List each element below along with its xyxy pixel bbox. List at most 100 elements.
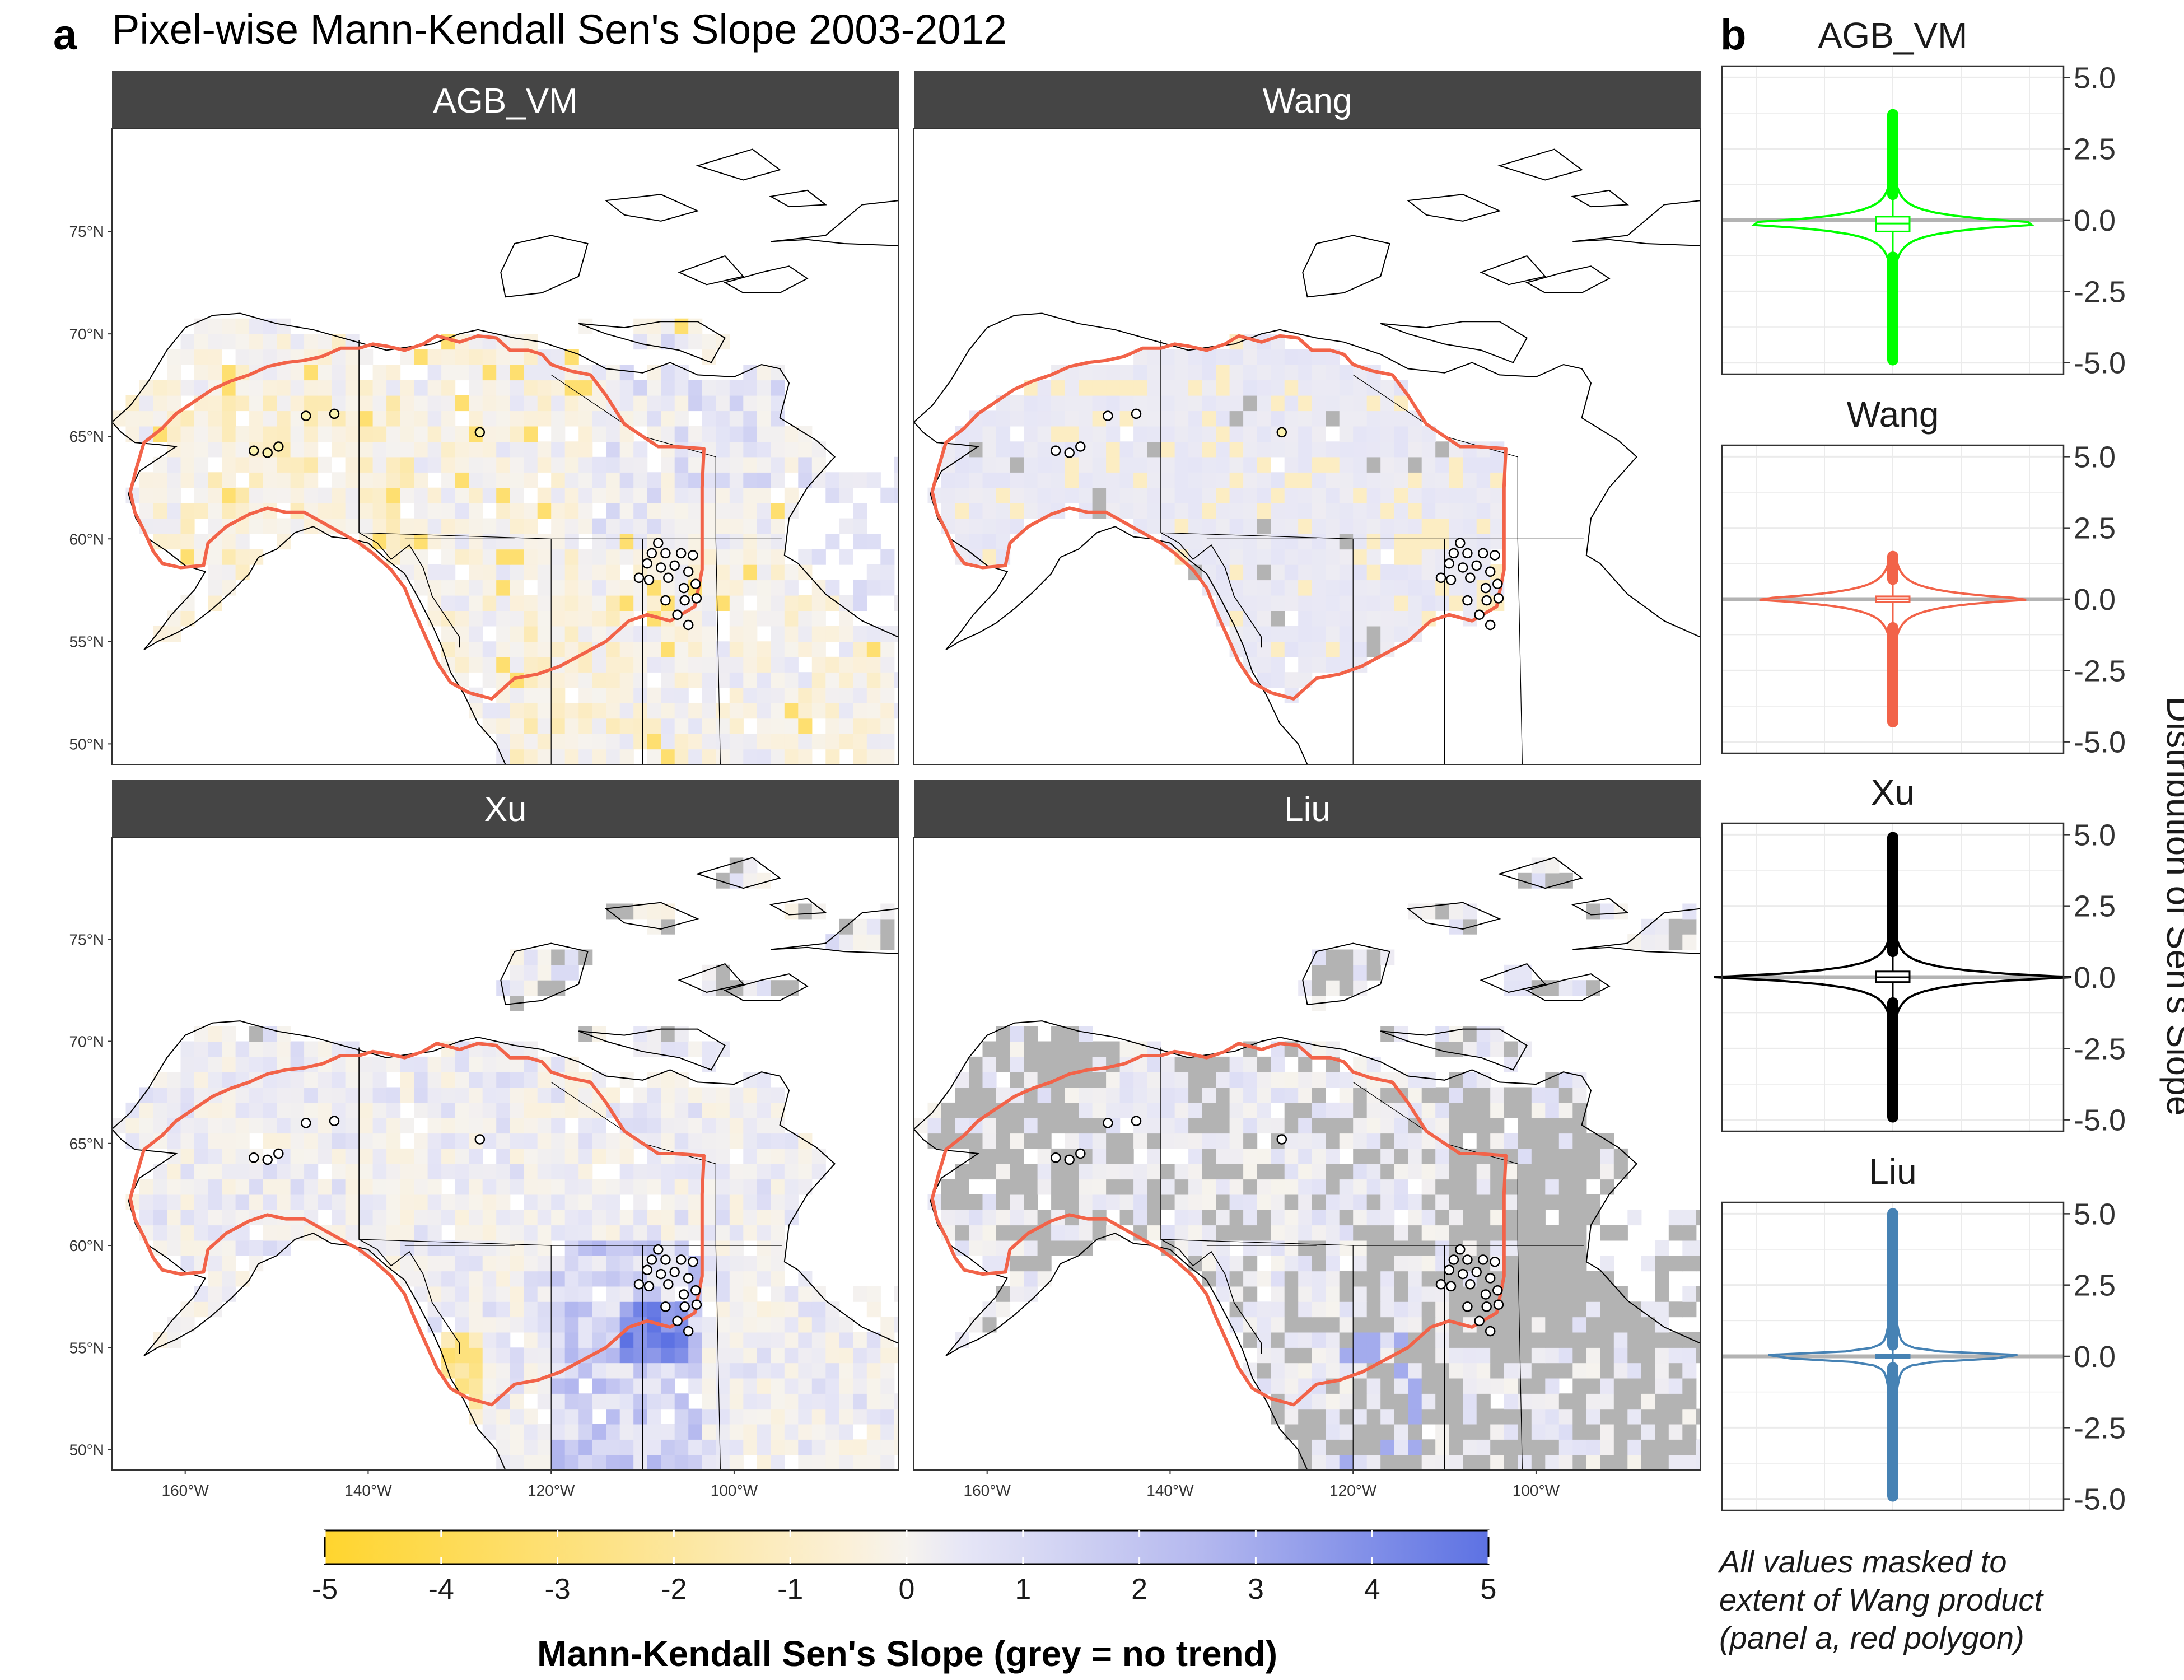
raster-cell <box>496 641 511 657</box>
raster-cell <box>455 595 469 611</box>
raster-cell <box>771 518 785 534</box>
raster-cell <box>839 656 853 673</box>
raster-cell <box>1586 1317 1600 1333</box>
field-site <box>669 560 680 571</box>
raster-cell <box>359 1133 374 1149</box>
raster-cell <box>578 656 593 673</box>
raster-cell <box>263 1041 277 1057</box>
raster-cell <box>1326 949 1340 965</box>
raster-cell <box>482 456 497 473</box>
raster-cell <box>1339 1240 1354 1256</box>
raster-cell <box>1545 1454 1560 1470</box>
raster-cell <box>537 549 552 565</box>
lat-tick-label: 65°N <box>69 428 104 445</box>
raster-cell <box>1476 1424 1491 1440</box>
raster-cell <box>496 1424 511 1440</box>
raster-cell <box>757 503 771 519</box>
raster-cell <box>1243 1056 1258 1072</box>
raster-cell <box>469 1408 483 1425</box>
raster-cell <box>400 549 414 565</box>
raster-cell <box>606 1256 620 1272</box>
raster-cell <box>1243 1087 1258 1103</box>
raster-cell <box>1476 1194 1491 1210</box>
raster-cell <box>606 1240 620 1256</box>
raster-cell <box>771 1408 785 1425</box>
raster-cell <box>1106 380 1121 396</box>
raster-cell <box>839 549 853 565</box>
raster-cell <box>441 1056 456 1072</box>
raster-cell <box>510 365 524 381</box>
raster-cell <box>524 964 538 981</box>
raster-cell <box>524 564 538 581</box>
raster-cell <box>1449 1225 1463 1241</box>
raster-cell <box>633 703 648 719</box>
raster-cell <box>757 595 771 611</box>
field-site <box>672 1315 683 1327</box>
raster-cell <box>263 1026 277 1042</box>
raster-cell <box>235 1087 250 1103</box>
raster-cell <box>1271 1148 1285 1164</box>
raster-cell <box>551 349 566 365</box>
raster-cell <box>386 1164 401 1180</box>
raster-cell <box>1326 549 1340 565</box>
raster-cell <box>619 518 634 534</box>
raster-cell <box>510 487 524 503</box>
raster-cell <box>647 472 661 488</box>
raster-cell <box>729 472 744 488</box>
raster-cell <box>661 641 675 657</box>
raster-cell <box>1613 1393 1628 1410</box>
raster-cell <box>702 534 716 550</box>
raster-cell <box>866 1301 881 1318</box>
raster-cell <box>222 426 236 442</box>
raster-cell <box>1504 980 1518 996</box>
raster-cell <box>1463 1210 1477 1226</box>
raster-cell <box>798 1317 813 1333</box>
raster-cell <box>1174 441 1189 458</box>
raster-cell <box>688 518 703 534</box>
raster-cell <box>194 1026 209 1042</box>
field-site <box>642 558 652 569</box>
raster-cell <box>1092 1164 1107 1180</box>
raster-cell <box>1051 410 1066 427</box>
raster-cell <box>1106 395 1121 412</box>
raster-cell <box>235 318 250 334</box>
raster-cell <box>839 718 853 734</box>
raster-cell <box>1408 1408 1422 1425</box>
raster-cell <box>524 626 538 642</box>
raster-cell <box>345 426 360 442</box>
raster-cell <box>784 1194 799 1210</box>
raster-cell <box>1449 1087 1463 1103</box>
raster-cell <box>1229 395 1244 412</box>
raster-cell <box>1284 1210 1299 1226</box>
raster-cell <box>1380 1332 1395 1348</box>
raster-cell <box>469 487 483 503</box>
field-site <box>1103 410 1113 421</box>
raster-cell <box>537 1102 552 1118</box>
masking-note: All values masked to extent of Wang prod… <box>1718 1544 2044 1655</box>
raster-cell <box>606 1301 620 1318</box>
raster-cell <box>729 503 744 519</box>
figure-title: Pixel-wise Mann-Kendall Sen's Slope 2003… <box>112 6 1007 53</box>
raster-cell <box>1271 1301 1285 1318</box>
raster-cell <box>496 1210 511 1226</box>
raster-cell <box>222 580 236 596</box>
raster-cell <box>647 749 661 764</box>
raster-cell <box>564 441 579 458</box>
raster-cell <box>866 687 881 703</box>
raster-cell <box>537 641 552 657</box>
raster-cell <box>1216 1256 1230 1272</box>
raster-cell <box>167 365 181 381</box>
field-site <box>1493 593 1504 604</box>
raster-cell <box>784 487 799 503</box>
raster-cell <box>359 518 374 534</box>
raster-cell <box>743 749 758 764</box>
raster-cell <box>537 580 552 596</box>
raster-cell <box>1366 1087 1381 1103</box>
raster-cell <box>1119 1194 1134 1210</box>
raster-cell <box>1353 456 1368 473</box>
raster-cell <box>208 1026 222 1042</box>
raster-cell <box>441 395 456 412</box>
raster-cell <box>1339 380 1354 396</box>
raster-cell <box>811 641 826 657</box>
raster-cell <box>551 1148 566 1164</box>
